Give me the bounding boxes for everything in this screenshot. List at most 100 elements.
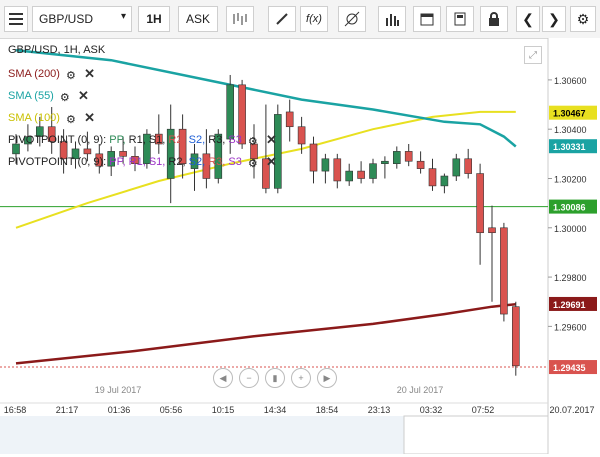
candle-body bbox=[381, 160, 389, 165]
crosshair-icon[interactable] bbox=[338, 6, 366, 32]
gear-icon[interactable]: ⚙ bbox=[247, 157, 258, 170]
y-tick-label: 1.29800 bbox=[554, 273, 587, 283]
x-tick-label: 14:34 bbox=[264, 405, 287, 415]
chart-area[interactable]: 1.30600 1.30400 1.30200 1.30000 1.29800 1.296… bbox=[0, 38, 600, 455]
candle-body bbox=[464, 158, 473, 174]
candle-body bbox=[333, 158, 342, 182]
chevron-right-icon[interactable]: ❯ bbox=[542, 6, 566, 32]
pivot-pp: PP, bbox=[109, 156, 126, 168]
close-icon[interactable]: ✕ bbox=[84, 110, 95, 125]
gear-icon[interactable]: ⚙ bbox=[247, 135, 258, 148]
candle-body bbox=[95, 153, 104, 167]
x-tick-label: 05:56 bbox=[160, 405, 183, 415]
sma55-price-label: 1.30331 bbox=[553, 142, 586, 152]
legend-sma55: SMA (55) ⚙ ✕ bbox=[8, 88, 89, 104]
candle-body bbox=[500, 227, 508, 315]
timeframe-label: 1H bbox=[146, 12, 162, 26]
sma200-price-label-bg bbox=[549, 296, 597, 311]
settings-gear-icon[interactable]: ⚙ bbox=[570, 6, 596, 32]
expand-icon[interactable]: ⤢ bbox=[524, 46, 542, 64]
x-tick-label: 23:13 bbox=[368, 405, 391, 415]
date-label: 19 Jul 2017 bbox=[95, 385, 142, 395]
y-axis-panel bbox=[548, 38, 600, 454]
candle-body bbox=[190, 153, 199, 169]
y-tick-label: 1.30200 bbox=[554, 174, 587, 184]
candle-body bbox=[24, 136, 32, 145]
y-tick-label: 1.30400 bbox=[554, 125, 587, 135]
symbol-select[interactable]: GBP/USD ▾ bbox=[32, 6, 132, 32]
candle-body bbox=[511, 306, 520, 367]
pivot-r2: R2, bbox=[168, 134, 186, 146]
y-tick-label: 1.30000 bbox=[554, 224, 587, 234]
pivot-s3: S3 bbox=[228, 134, 242, 146]
hline-price-label: 1.30086 bbox=[553, 203, 586, 213]
pivot-r1: R1, bbox=[128, 134, 146, 146]
legend-pivot-1: PIVOTPOINT (0, 9): PP, R1, S1, R2, S2, R… bbox=[8, 132, 277, 148]
candle-body bbox=[297, 126, 306, 145]
pivot-name: PIVOTPOINT (0, 9): bbox=[8, 134, 107, 146]
chart-navigation: ◀ − ▮ + ▶ bbox=[213, 368, 337, 390]
candle-body bbox=[83, 148, 92, 155]
calendar-icon[interactable] bbox=[413, 6, 441, 32]
price-chart[interactable]: 1.30600 1.30400 1.30200 1.30000 1.29800 1.296… bbox=[0, 38, 600, 455]
sma55-line bbox=[15, 49, 517, 148]
close-icon[interactable]: ✕ bbox=[84, 66, 95, 81]
close-icon[interactable]: ✕ bbox=[265, 132, 277, 147]
chart-title: GBP/USD, 1H, ASK bbox=[8, 44, 106, 56]
legend-sma55-label: SMA (55) bbox=[8, 90, 54, 102]
last-price-label-bg bbox=[549, 360, 597, 375]
legend-sma200-label: SMA (200) bbox=[8, 68, 60, 80]
legend-sma100: SMA (100) ⚙ ✕ bbox=[8, 110, 95, 126]
gear-icon[interactable]: ⚙ bbox=[59, 91, 70, 104]
zoom-in-icon[interactable]: + bbox=[291, 368, 311, 388]
sma200-line bbox=[15, 302, 516, 365]
chevron-left-icon[interactable]: ❮ bbox=[516, 6, 540, 32]
legend-sma200: SMA (200) ⚙ ✕ bbox=[8, 66, 95, 82]
legend-pivot-2: PIVOTPOINT (0, 9): PP, R1, S1, R2, S2, R… bbox=[8, 154, 277, 170]
chevron-down-icon: ▾ bbox=[120, 11, 126, 22]
legend-sma100-label: SMA (100) bbox=[8, 112, 60, 124]
last-price-label: 1.29435 bbox=[553, 363, 586, 373]
candle-body bbox=[155, 133, 163, 145]
pivot-r3: R3, bbox=[208, 134, 226, 146]
calculator-icon[interactable] bbox=[446, 6, 474, 32]
zoom-out-icon[interactable]: − bbox=[239, 368, 259, 388]
indicator-fx-icon[interactable]: f(x) bbox=[300, 6, 328, 32]
candle-body bbox=[321, 158, 330, 172]
y-tick-label: 1.30600 bbox=[554, 76, 587, 86]
candle-body bbox=[452, 158, 461, 177]
candle-body bbox=[238, 84, 246, 145]
close-icon[interactable]: ✕ bbox=[265, 154, 277, 169]
draw-icon[interactable] bbox=[268, 6, 296, 32]
candle-body bbox=[47, 126, 56, 142]
gear-icon[interactable]: ⚙ bbox=[66, 69, 76, 82]
scroll-right-icon[interactable]: ▶ bbox=[317, 368, 337, 388]
pivot-s3: S3 bbox=[228, 156, 242, 168]
sma55-price-label-bg bbox=[549, 139, 597, 154]
timeframe-select[interactable]: 1H bbox=[138, 6, 170, 32]
candle-body bbox=[107, 151, 115, 167]
x-tick-label: 21:17 bbox=[56, 405, 79, 415]
pivot-s1: S1, bbox=[148, 156, 166, 168]
lock-icon[interactable] bbox=[480, 6, 508, 32]
candle-body bbox=[131, 156, 139, 165]
x-tick-label: 10:15 bbox=[212, 405, 235, 415]
x-tick-label: 16:58 bbox=[4, 405, 27, 415]
candle-body bbox=[488, 227, 496, 234]
gear-icon[interactable]: ⚙ bbox=[66, 113, 76, 126]
price-type-label: ASK bbox=[185, 12, 210, 26]
scroll-left-icon[interactable]: ◀ bbox=[213, 368, 233, 388]
sma100-price-label-bg bbox=[549, 105, 597, 120]
close-icon[interactable]: ✕ bbox=[77, 88, 89, 103]
date-label: 20 Jul 2017 bbox=[397, 385, 444, 395]
menu-icon[interactable] bbox=[4, 6, 28, 32]
volume-bars-icon[interactable] bbox=[378, 6, 406, 32]
reset-zoom-icon[interactable]: ▮ bbox=[265, 368, 285, 388]
chart-type-icon[interactable] bbox=[226, 6, 254, 32]
pivot-s2: S2, bbox=[188, 134, 206, 146]
pivot-r2: R2, bbox=[168, 156, 186, 168]
price-type-select[interactable]: ASK bbox=[178, 6, 218, 32]
sma100-price-label: 1.30467 bbox=[553, 109, 586, 119]
x-tick-label: 07:52 bbox=[472, 405, 495, 415]
candle-body bbox=[428, 168, 437, 187]
